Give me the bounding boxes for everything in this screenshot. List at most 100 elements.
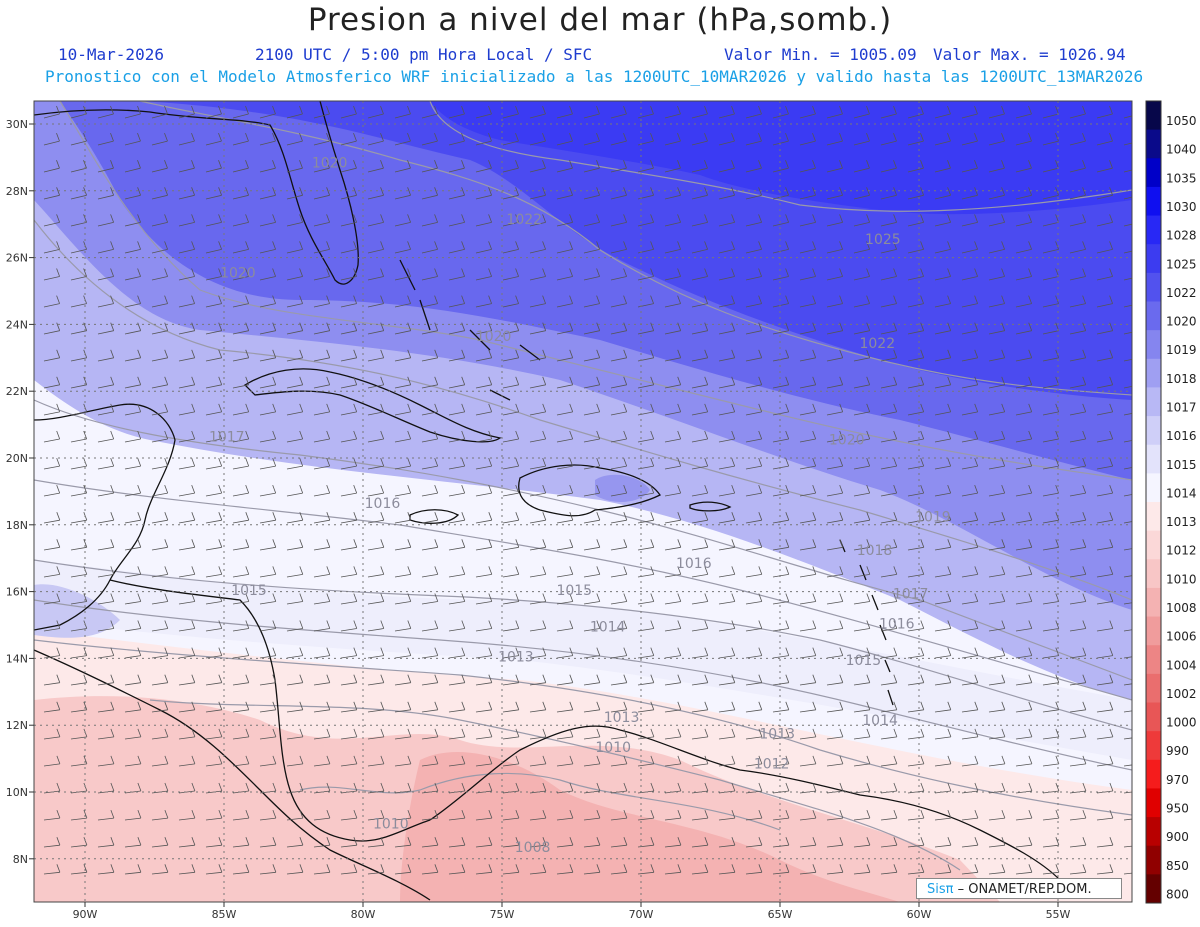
isobar-1010	[299, 772, 781, 831]
colorbar-label: 900	[1166, 830, 1189, 844]
isobar-1012	[149, 699, 961, 871]
jamaica-coast	[409, 509, 460, 524]
contour-label: 1012	[754, 757, 790, 773]
lat-tick-label: 24N	[6, 318, 28, 331]
colorbar-label: 1028	[1166, 229, 1197, 243]
plot-frame	[33, 100, 1133, 903]
lat-tick-label: 20N	[6, 452, 28, 465]
contour-label: 1016	[676, 556, 712, 572]
colorbar-swatch	[1146, 874, 1161, 904]
contour-label: 1025	[865, 232, 901, 248]
cuba-coast	[243, 368, 502, 443]
colorbar-swatch	[1146, 817, 1161, 847]
colorbar-label: 1002	[1166, 687, 1197, 701]
contour-label: 1016	[879, 616, 915, 632]
colorbar: 1050 1040 1035 1030 1028 1025 1022 1020 1019 1018…	[1145, 100, 1197, 904]
lat-tick-label: 18N	[6, 519, 28, 532]
puerto-rico-coast	[689, 501, 732, 512]
contour-label: 1015	[231, 583, 267, 599]
colorbar-swatch	[1146, 387, 1161, 417]
forecast-time: 2100 UTC / 5:00 pm Hora Local / SFC	[255, 45, 593, 64]
contour-label: 1018	[857, 543, 893, 559]
colorbar-label: 1017	[1166, 400, 1197, 414]
forecast-date: 10-Mar-2026	[58, 45, 164, 64]
max-value: Valor Max. = 1026.94	[933, 45, 1126, 64]
colorbar-label: 950	[1166, 801, 1189, 815]
lat-tick-label: 16N	[6, 586, 28, 599]
colorbar-swatch	[1146, 301, 1161, 331]
colorbar-swatch	[1146, 158, 1161, 188]
colorbar-swatch	[1146, 673, 1161, 703]
lat-tick-label: 12N	[6, 719, 28, 732]
bahamas-coast	[399, 259, 541, 401]
pacific-coast	[34, 649, 431, 901]
isobar-1022	[139, 101, 1132, 396]
lat-tick-label: 10N	[6, 786, 28, 799]
colorbar-swatch	[1146, 845, 1161, 875]
lon-tick-label: 60W	[907, 908, 932, 921]
colorbar-swatch	[1146, 559, 1161, 589]
colorbar-label: 850	[1166, 859, 1189, 873]
contour-label: 1013	[498, 650, 534, 666]
credit-box: Sisπ – ONAMET/REP.DOM.	[916, 878, 1122, 899]
lat-tick-label: 26N	[6, 252, 28, 265]
colorbar-label: 1004	[1166, 658, 1197, 672]
contour-label: 1008	[515, 840, 551, 856]
colorbar-label: 1025	[1166, 257, 1197, 271]
sispi-logo: Sisπ	[927, 882, 954, 897]
colorbar-swatch	[1146, 272, 1161, 302]
contour-label: 1013	[604, 710, 640, 726]
lat-tick-label: 30N	[6, 118, 28, 131]
colorbar-swatch	[1146, 244, 1161, 274]
colorbar-swatch	[1146, 416, 1161, 446]
colorbar-swatch	[1146, 186, 1161, 217]
colorbar-swatch	[1146, 330, 1161, 360]
colorbar-label: 1022	[1166, 286, 1197, 300]
colorbar-label: 1050	[1166, 114, 1197, 128]
field-band-1008	[400, 751, 900, 902]
lon-tick-label: 90W	[73, 908, 98, 921]
lon-tick-label: 75W	[490, 908, 515, 921]
isobar-1025	[429, 101, 1132, 212]
contour-label: 1020	[829, 433, 865, 449]
contour-label: 1020	[220, 266, 256, 282]
contour-label: 1017	[209, 429, 245, 445]
graticule	[34, 101, 1132, 902]
contour-label: 1015	[556, 583, 592, 599]
colorbar-label: 1012	[1166, 544, 1197, 558]
field-low-yucatan	[34, 584, 120, 638]
south-america-coast	[429, 725, 1061, 881]
contour-label: 1014	[862, 713, 898, 729]
yucatan-coast	[34, 403, 176, 631]
lon-tick-label: 85W	[212, 908, 237, 921]
lon-tick-label: 55W	[1046, 908, 1071, 921]
colorbar-label: 970	[1166, 773, 1189, 787]
contour-label: 1010	[373, 817, 409, 833]
isobar-1020	[59, 101, 1132, 481]
hispaniola-coast	[518, 464, 661, 517]
gulf-coast	[34, 109, 151, 116]
contour-label: 1022	[859, 336, 895, 352]
contour-label: 1013	[759, 727, 795, 743]
colorbar-label: 1013	[1166, 515, 1197, 529]
colorbar-label: 1015	[1166, 458, 1197, 472]
florida-coast	[149, 101, 359, 285]
isobar-1015	[34, 559, 1132, 731]
colorbar-swatch	[1146, 587, 1161, 618]
colorbar-swatch	[1146, 759, 1161, 789]
colorbar-label: 1006	[1166, 630, 1197, 644]
lat-axis: 30N 28N 26N 24N 22N 20N 18N 16N 14N 12N 10N 8N	[6, 118, 34, 866]
colorbar-swatch	[1146, 358, 1161, 388]
colorbar-swatch	[1146, 702, 1161, 732]
colorbar-label: 1035	[1166, 171, 1197, 185]
colorbar-label: 990	[1166, 744, 1189, 758]
lat-tick-label: 28N	[6, 185, 28, 198]
colorbar-frame	[1145, 100, 1162, 904]
contour-label: 1010	[595, 740, 631, 756]
wind-barbs	[43, 105, 1132, 875]
colorbar-label: 1018	[1166, 372, 1197, 386]
contour-labels: 1020 1022 1025 1020 1020 1022 1017 1020 1016 1019…	[209, 155, 951, 856]
isobars	[34, 101, 1132, 871]
lat-tick-label: 22N	[6, 385, 28, 398]
